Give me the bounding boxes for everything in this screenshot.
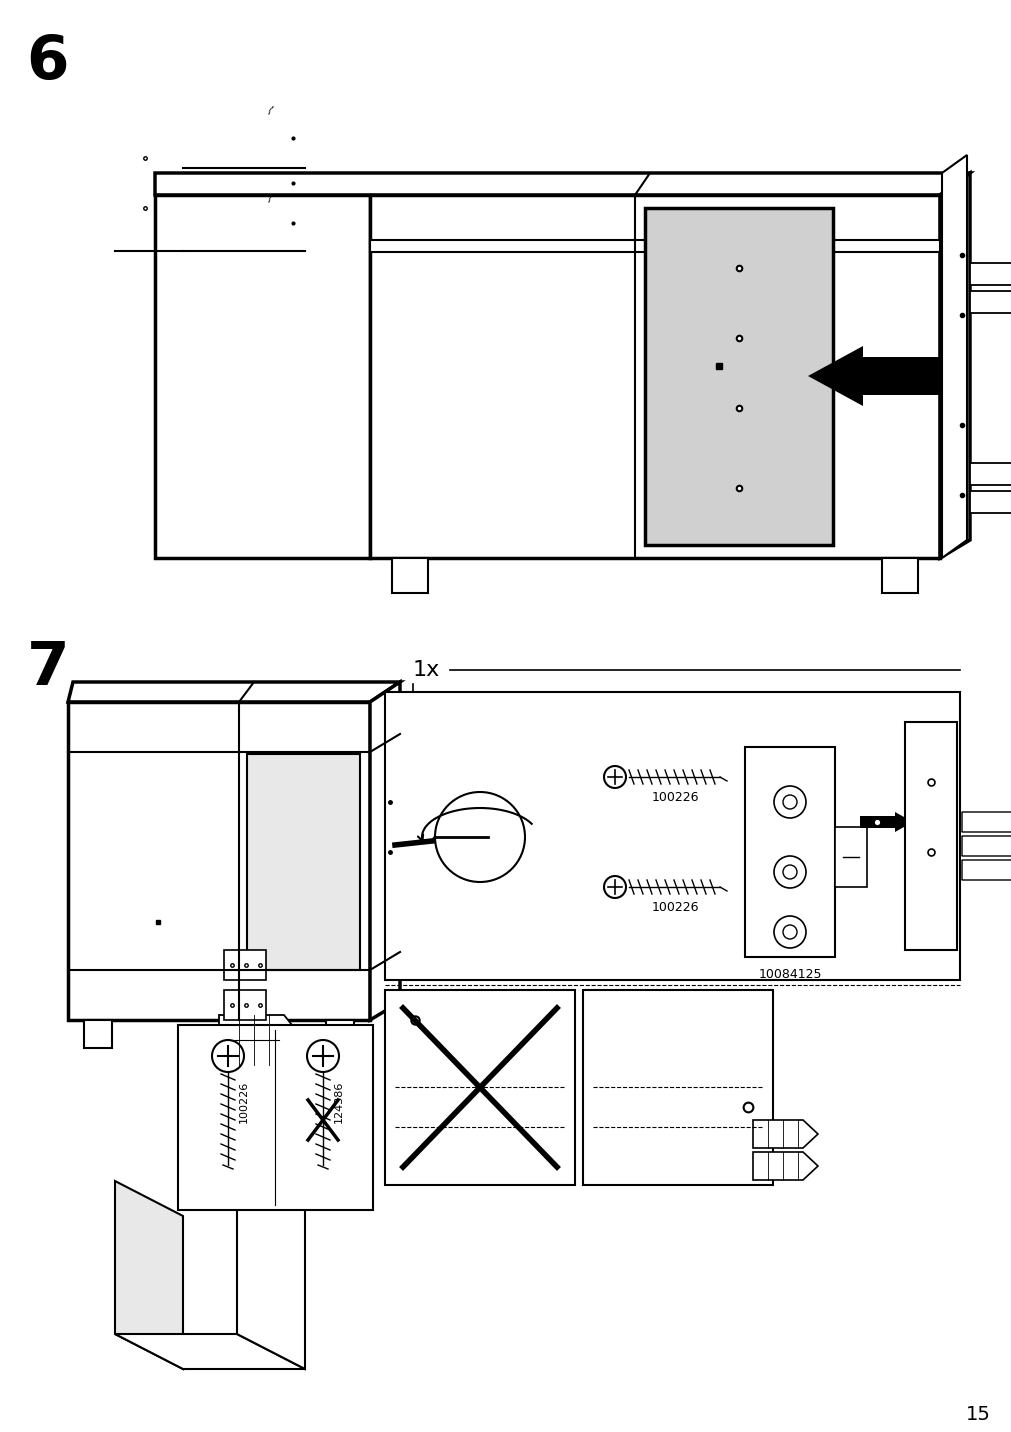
Polygon shape <box>969 463 1011 485</box>
Circle shape <box>783 865 797 879</box>
Text: 10084125: 10084125 <box>757 968 821 981</box>
Bar <box>582 990 772 1186</box>
Text: 100226: 100226 <box>651 790 698 803</box>
Polygon shape <box>115 1335 304 1369</box>
Circle shape <box>211 1040 244 1073</box>
Bar <box>223 949 266 979</box>
Polygon shape <box>834 828 866 886</box>
Polygon shape <box>155 173 969 195</box>
Bar <box>904 722 956 949</box>
Text: 6: 6 <box>26 33 69 92</box>
Bar <box>326 1020 354 1048</box>
Bar <box>178 1025 373 1210</box>
Bar <box>84 1020 112 1048</box>
Polygon shape <box>752 1151 817 1180</box>
Polygon shape <box>68 702 370 1020</box>
Circle shape <box>773 916 805 948</box>
Text: 7: 7 <box>26 639 69 697</box>
Polygon shape <box>941 155 967 558</box>
Polygon shape <box>969 291 1011 314</box>
Polygon shape <box>218 1015 303 1065</box>
Circle shape <box>604 766 626 788</box>
FancyArrow shape <box>912 812 944 832</box>
Bar <box>882 558 917 593</box>
Circle shape <box>783 795 797 809</box>
Text: ⟨: ⟨ <box>265 105 274 116</box>
Bar <box>384 990 574 1186</box>
FancyArrow shape <box>807 347 962 407</box>
Text: 100226: 100226 <box>651 901 698 914</box>
Polygon shape <box>961 836 1011 856</box>
Polygon shape <box>237 1158 304 1369</box>
Polygon shape <box>155 195 370 558</box>
Circle shape <box>783 925 797 939</box>
Text: 1x: 1x <box>412 660 440 680</box>
Text: ⟨: ⟨ <box>265 192 274 203</box>
Polygon shape <box>115 1181 183 1369</box>
Text: 100226: 100226 <box>239 1081 249 1123</box>
Circle shape <box>306 1040 339 1073</box>
Polygon shape <box>247 755 360 969</box>
Text: 124386: 124386 <box>334 1081 344 1123</box>
Circle shape <box>604 876 626 898</box>
Polygon shape <box>961 812 1011 832</box>
Polygon shape <box>370 241 939 252</box>
FancyArrow shape <box>859 812 912 832</box>
Polygon shape <box>969 491 1011 513</box>
Polygon shape <box>644 208 832 546</box>
Polygon shape <box>752 1120 817 1148</box>
Polygon shape <box>370 195 939 558</box>
Bar <box>384 692 959 979</box>
Circle shape <box>773 856 805 888</box>
Bar <box>391 558 428 593</box>
Polygon shape <box>939 173 969 558</box>
Bar <box>744 748 834 957</box>
Polygon shape <box>969 263 1011 285</box>
Circle shape <box>435 792 525 882</box>
Bar <box>223 990 266 1020</box>
Polygon shape <box>370 682 399 1020</box>
Text: 15: 15 <box>964 1405 990 1425</box>
Polygon shape <box>961 861 1011 881</box>
Polygon shape <box>68 682 399 702</box>
Circle shape <box>773 786 805 818</box>
